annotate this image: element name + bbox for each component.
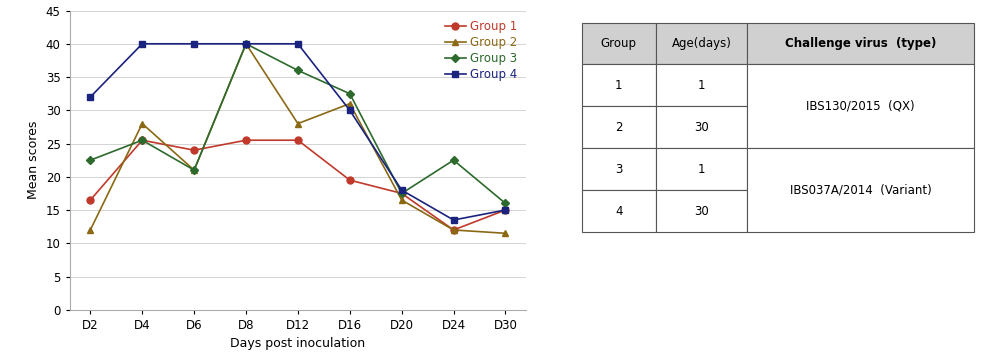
FancyBboxPatch shape: [581, 190, 656, 232]
Line: Group 1: Group 1: [86, 137, 509, 233]
Group 1: [396, 191, 408, 195]
Text: Group: Group: [600, 37, 637, 50]
Group 2: [396, 198, 408, 202]
Group 4: [396, 188, 408, 192]
Group 2: [188, 168, 200, 172]
Group 3: [499, 201, 511, 206]
FancyBboxPatch shape: [581, 148, 656, 190]
FancyBboxPatch shape: [746, 23, 974, 64]
Text: 1: 1: [698, 163, 705, 176]
Group 4: [188, 42, 200, 46]
Line: Group 4: Group 4: [86, 40, 509, 224]
FancyBboxPatch shape: [656, 23, 746, 64]
FancyBboxPatch shape: [746, 64, 974, 148]
Group 2: [447, 228, 459, 232]
Group 4: [84, 95, 96, 99]
Group 1: [240, 138, 251, 142]
Text: Challenge virus  (type): Challenge virus (type): [785, 37, 936, 50]
Group 3: [240, 42, 251, 46]
Group 4: [136, 42, 148, 46]
FancyBboxPatch shape: [581, 23, 656, 64]
Line: Group 2: Group 2: [86, 40, 509, 237]
Legend: Group 1, Group 2, Group 3, Group 4: Group 1, Group 2, Group 3, Group 4: [441, 17, 520, 84]
Text: IBS037A/2014  (Variant): IBS037A/2014 (Variant): [789, 184, 931, 196]
FancyBboxPatch shape: [656, 148, 746, 190]
X-axis label: Days post inoculation: Days post inoculation: [231, 337, 366, 350]
Group 2: [344, 101, 356, 106]
Group 1: [188, 148, 200, 152]
Group 4: [344, 108, 356, 112]
Group 2: [292, 121, 304, 126]
Group 3: [396, 191, 408, 195]
Group 1: [499, 208, 511, 212]
Group 3: [84, 158, 96, 162]
Group 4: [447, 218, 459, 222]
FancyBboxPatch shape: [581, 106, 656, 148]
Text: 1: 1: [698, 79, 705, 92]
FancyBboxPatch shape: [656, 64, 746, 106]
Group 3: [344, 92, 356, 96]
Group 1: [292, 138, 304, 142]
Group 4: [499, 208, 511, 212]
Group 3: [188, 168, 200, 172]
Group 2: [499, 231, 511, 235]
Y-axis label: Mean scores: Mean scores: [27, 121, 40, 199]
Group 2: [84, 228, 96, 232]
Group 3: [447, 158, 459, 162]
Text: 4: 4: [615, 205, 622, 218]
Line: Group 3: Group 3: [87, 41, 508, 206]
Text: 2: 2: [615, 121, 622, 134]
FancyBboxPatch shape: [656, 190, 746, 232]
Text: 30: 30: [694, 205, 709, 218]
Text: 30: 30: [694, 121, 709, 134]
Text: Age(days): Age(days): [672, 37, 732, 50]
Group 4: [240, 42, 251, 46]
Text: IBS130/2015  (QX): IBS130/2015 (QX): [806, 100, 914, 113]
Text: 3: 3: [615, 163, 622, 176]
Group 1: [136, 138, 148, 142]
Group 4: [292, 42, 304, 46]
FancyBboxPatch shape: [746, 148, 974, 232]
Group 2: [136, 121, 148, 126]
Group 2: [240, 42, 251, 46]
FancyBboxPatch shape: [656, 106, 746, 148]
Group 1: [344, 178, 356, 182]
Group 3: [136, 138, 148, 142]
Text: 1: 1: [615, 79, 622, 92]
Group 3: [292, 68, 304, 73]
Group 1: [447, 228, 459, 232]
Group 1: [84, 198, 96, 202]
FancyBboxPatch shape: [581, 64, 656, 106]
